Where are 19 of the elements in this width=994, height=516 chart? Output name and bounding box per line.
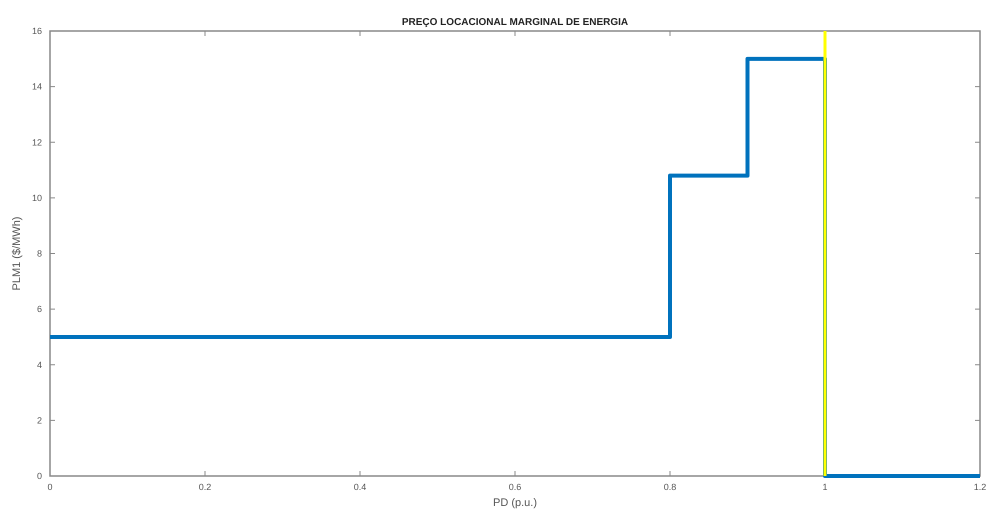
y-tick-label: 4 bbox=[36, 360, 42, 370]
x-tick-label: 0.2 bbox=[198, 482, 212, 492]
y-tick-label: 2 bbox=[36, 415, 42, 426]
chart-title: PREÇO LOCACIONAL MARGINAL DE ENERGIA bbox=[402, 17, 628, 28]
x-tick-label: 1 bbox=[822, 482, 828, 492]
y-tick-label: 8 bbox=[36, 248, 42, 258]
x-axis-title: PD (p.u.) bbox=[492, 497, 538, 509]
x-tick-label: 0.4 bbox=[354, 482, 366, 492]
x-tick-label: 0.8 bbox=[664, 482, 676, 492]
y-tick-label: 6 bbox=[36, 304, 42, 314]
y-tick-label: 0 bbox=[36, 471, 42, 481]
y-tick-label: 16 bbox=[32, 26, 42, 36]
x-tick-label: 0 bbox=[47, 482, 53, 492]
y-tick-label: 12 bbox=[32, 137, 42, 148]
y-tick-label: 14 bbox=[32, 82, 42, 92]
x-tick-label: 1.2 bbox=[974, 482, 986, 492]
y-tick-label: 10 bbox=[32, 192, 42, 203]
x-tick-label: 0.6 bbox=[508, 482, 522, 492]
y-axis-title: PLM1 ($/MWh) bbox=[11, 216, 23, 290]
